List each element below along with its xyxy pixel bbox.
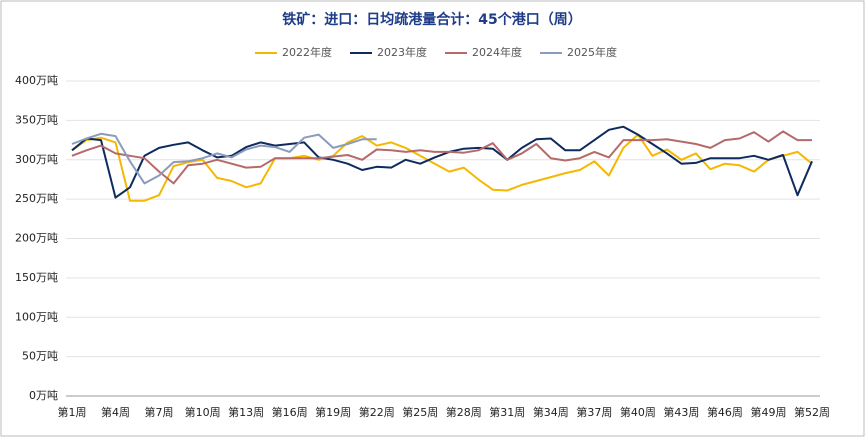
y-tick-label: 150万吨 — [15, 271, 58, 284]
x-tick-label: 第31周 — [489, 405, 525, 419]
legend-label: 2022年度 — [282, 45, 332, 59]
x-tick-label: 第43周 — [663, 405, 699, 419]
y-tick-label: 250万吨 — [15, 192, 58, 205]
y-tick-label: 300万吨 — [15, 153, 58, 166]
x-tick-label: 第46周 — [707, 405, 743, 419]
legend-label: 2025年度 — [567, 45, 617, 59]
x-tick-label: 第25周 — [402, 405, 438, 419]
x-tick-label: 第7周 — [145, 405, 174, 419]
x-tick-label: 第13周 — [228, 405, 264, 419]
y-tick-label: 0万吨 — [29, 389, 58, 402]
legend-label: 2023年度 — [377, 45, 427, 59]
x-tick-label: 第40周 — [620, 405, 656, 419]
x-tick-label: 第37周 — [576, 405, 612, 419]
y-tick-label: 50万吨 — [22, 350, 58, 363]
chart-title: 铁矿：进口：日均疏港量合计：45个港口（周） — [282, 11, 581, 28]
legend-label: 2024年度 — [472, 45, 522, 59]
y-tick-label: 350万吨 — [15, 113, 58, 126]
x-tick-label: 第49周 — [750, 405, 786, 419]
y-tick-label: 400万吨 — [15, 74, 58, 87]
x-tick-label: 第10周 — [185, 405, 221, 419]
series-line — [71, 133, 813, 202]
x-tick-label: 第4周 — [101, 405, 130, 419]
y-tick-label: 100万吨 — [15, 310, 58, 323]
x-tick-label: 第52周 — [794, 405, 830, 419]
series-line — [71, 125, 813, 199]
x-tick-label: 第19周 — [315, 405, 351, 419]
series-line — [71, 132, 377, 185]
x-tick-label: 第34周 — [533, 405, 569, 419]
x-tick-label: 第16周 — [272, 405, 308, 419]
x-tick-label: 第22周 — [359, 405, 395, 419]
y-tick-label: 200万吨 — [15, 232, 58, 245]
x-tick-label: 第1周 — [58, 405, 87, 419]
x-tick-label: 第28周 — [446, 405, 482, 419]
series-line — [71, 130, 812, 185]
